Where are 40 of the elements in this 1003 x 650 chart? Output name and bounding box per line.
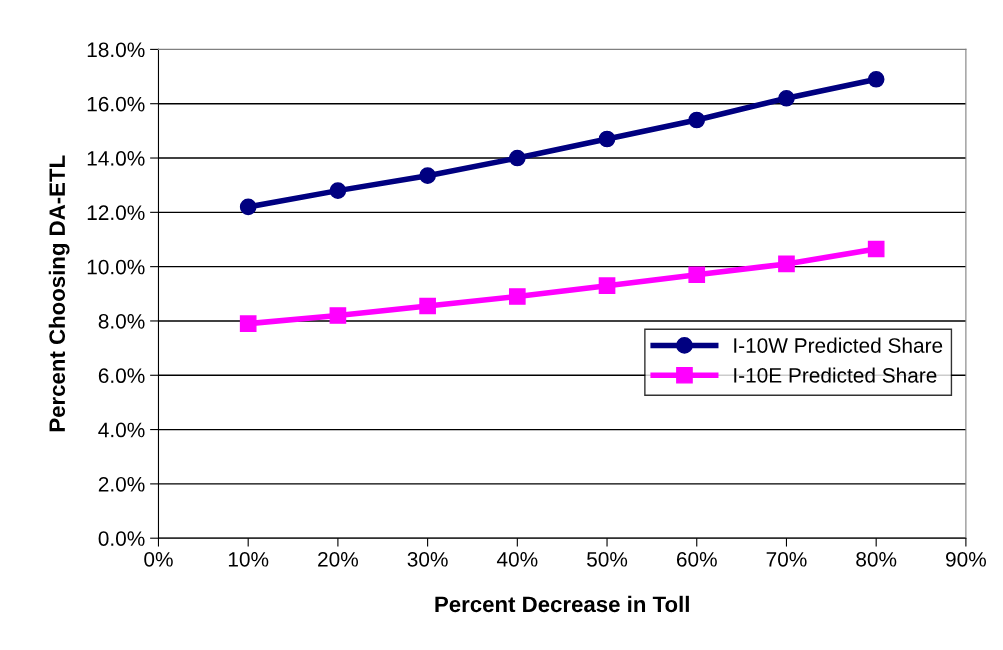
y-axis-title: Percent Choosing DA-ETL — [48, 155, 70, 432]
point — [329, 307, 347, 324]
x-tick-label: 0% — [144, 551, 173, 567]
point — [598, 277, 616, 294]
x-tick-label: 40% — [496, 551, 538, 567]
point — [778, 89, 795, 107]
y-tick-label: 18.0% — [87, 42, 145, 58]
point — [778, 255, 795, 273]
y-tick-label: 10.0% — [87, 259, 145, 275]
y-tick-label: 8.0% — [98, 313, 145, 329]
point — [598, 130, 616, 148]
x-tick-label: 60% — [676, 551, 717, 567]
x-tick-label: 70% — [766, 551, 807, 567]
point — [419, 297, 436, 315]
point — [508, 149, 526, 167]
x-tick-label: 90% — [946, 551, 986, 567]
legend-label: I-10W Predicted Share — [734, 337, 943, 353]
x-tick-label: 20% — [318, 551, 359, 567]
x-tick-label: 10% — [228, 551, 269, 567]
y-tick-label: 2.0% — [98, 476, 145, 492]
x-tick-label: 50% — [587, 551, 628, 567]
x-tick-label: 80% — [856, 551, 897, 567]
point — [508, 288, 526, 305]
y-tick-label: 14.0% — [87, 151, 145, 166]
point — [867, 70, 885, 88]
point — [239, 198, 257, 216]
legend-label: I-10E Predicted Share — [734, 367, 937, 383]
point — [688, 111, 706, 129]
y-tick-label: 0.0% — [98, 531, 145, 546]
point — [867, 240, 885, 258]
y-tick-label: 4.0% — [98, 422, 145, 438]
point — [419, 167, 436, 185]
x-tick-label: 30% — [407, 551, 448, 567]
y-tick-label: 6.0% — [98, 368, 145, 384]
x-axis-title: Percent Decrease in Toll — [435, 595, 689, 613]
y-tick-label: 16.0% — [87, 96, 145, 112]
point — [688, 266, 706, 284]
y-tick-label: 12.0% — [87, 205, 145, 221]
point — [239, 315, 257, 333]
point — [329, 182, 347, 199]
